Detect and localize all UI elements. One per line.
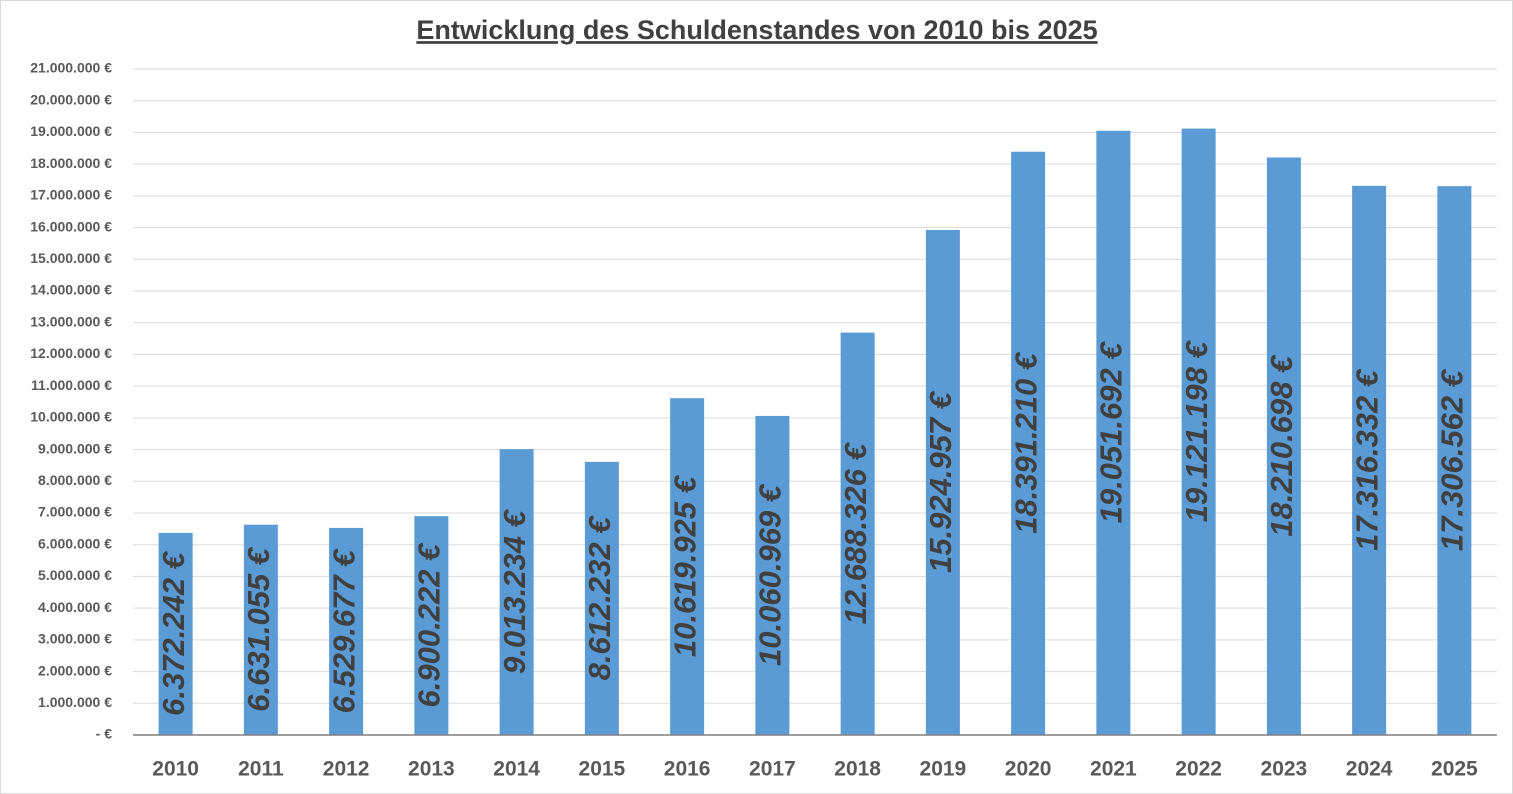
bar bbox=[158, 532, 193, 735]
bar bbox=[1181, 128, 1216, 736]
value-label: 18.210.698 € bbox=[1264, 354, 1299, 537]
value-label: 10.060.969 € bbox=[753, 483, 788, 666]
bar bbox=[499, 449, 534, 735]
x-tick-label: 2021 bbox=[1090, 758, 1137, 781]
y-tick-label: 3.000.000 € bbox=[38, 631, 112, 647]
bar bbox=[1266, 157, 1301, 736]
y-tick-label: 19.000.000 € bbox=[30, 123, 112, 139]
y-tick-label: 11.000.000 € bbox=[31, 377, 112, 393]
y-tick-label: 12.000.000 € bbox=[30, 345, 112, 361]
bar bbox=[329, 527, 364, 735]
value-label: 6.529.677 € bbox=[326, 548, 361, 714]
x-tick-label: 2012 bbox=[323, 758, 370, 781]
y-tick-label: 16.000.000 € bbox=[30, 218, 112, 234]
value-label: 17.306.562 € bbox=[1435, 368, 1470, 551]
y-tick-label: 6.000.000 € bbox=[38, 535, 112, 551]
bar bbox=[243, 524, 278, 735]
x-tick-label: 2013 bbox=[408, 758, 455, 781]
value-label: 6.372.242 € bbox=[156, 550, 191, 716]
y-tick-label: 10.000.000 € bbox=[30, 409, 112, 425]
y-tick-label: 21.000.000 € bbox=[30, 60, 112, 76]
y-tick-label: 20.000.000 € bbox=[30, 91, 112, 107]
x-tick-label: 2024 bbox=[1346, 758, 1393, 781]
x-tick-label: 2014 bbox=[493, 758, 540, 781]
bar bbox=[1011, 151, 1046, 736]
y-tick-label: 4.000.000 € bbox=[38, 599, 112, 615]
x-tick-label: 2010 bbox=[152, 758, 199, 781]
x-tick-label: 2018 bbox=[834, 758, 881, 781]
bar bbox=[755, 415, 790, 735]
x-tick-label: 2017 bbox=[749, 758, 796, 781]
y-tick-label: 13.000.000 € bbox=[30, 313, 112, 329]
bar bbox=[840, 332, 875, 735]
y-tick-label: 9.000.000 € bbox=[38, 440, 112, 456]
y-tick-label: 5.000.000 € bbox=[38, 567, 112, 583]
value-label: 8.612.232 € bbox=[582, 515, 617, 681]
value-label: 18.391.210 € bbox=[1008, 351, 1043, 534]
bar bbox=[925, 229, 960, 736]
y-tick-label: 7.000.000 € bbox=[38, 504, 112, 520]
y-tick-label: 17.000.000 € bbox=[30, 187, 112, 203]
x-tick-label: 2022 bbox=[1175, 758, 1222, 781]
y-tick-label: 1.000.000 € bbox=[38, 694, 112, 710]
x-tick-label: 2025 bbox=[1431, 758, 1478, 781]
value-label: 9.013.234 € bbox=[497, 508, 532, 674]
x-tick-label: 2015 bbox=[579, 758, 626, 781]
value-label: 6.631.055 € bbox=[241, 546, 276, 712]
x-tick-label: 2020 bbox=[1005, 758, 1052, 781]
x-tick-label: 2016 bbox=[664, 758, 711, 781]
y-tick-label: - € bbox=[96, 726, 113, 742]
y-tick-label: 18.000.000 € bbox=[30, 155, 112, 171]
value-label: 19.121.198 € bbox=[1179, 340, 1214, 523]
value-label: 17.316.332 € bbox=[1349, 368, 1384, 551]
bar bbox=[414, 516, 449, 735]
bar bbox=[1096, 130, 1131, 736]
x-tick-label: 2019 bbox=[920, 758, 967, 781]
y-tick-label: 15.000.000 € bbox=[30, 250, 112, 266]
value-label: 19.051.692 € bbox=[1094, 341, 1129, 524]
y-tick-label: 2.000.000 € bbox=[38, 662, 112, 678]
bar bbox=[584, 461, 619, 735]
bar bbox=[1437, 186, 1472, 735]
x-tick-label: 2023 bbox=[1261, 758, 1308, 781]
bar bbox=[670, 398, 705, 735]
y-tick-label: 14.000.000 € bbox=[30, 282, 112, 298]
value-label: 10.619.925 € bbox=[667, 474, 702, 657]
bar bbox=[1352, 185, 1387, 736]
chart-title: Entwicklung des Schuldenstandes von 2010… bbox=[416, 15, 1097, 45]
value-label: 6.900.222 € bbox=[412, 542, 447, 708]
x-tick-label: 2011 bbox=[238, 758, 284, 781]
value-label: 15.924.957 € bbox=[923, 390, 958, 573]
value-label: 12.688.326 € bbox=[838, 442, 873, 625]
y-tick-label: 8.000.000 € bbox=[38, 472, 112, 488]
